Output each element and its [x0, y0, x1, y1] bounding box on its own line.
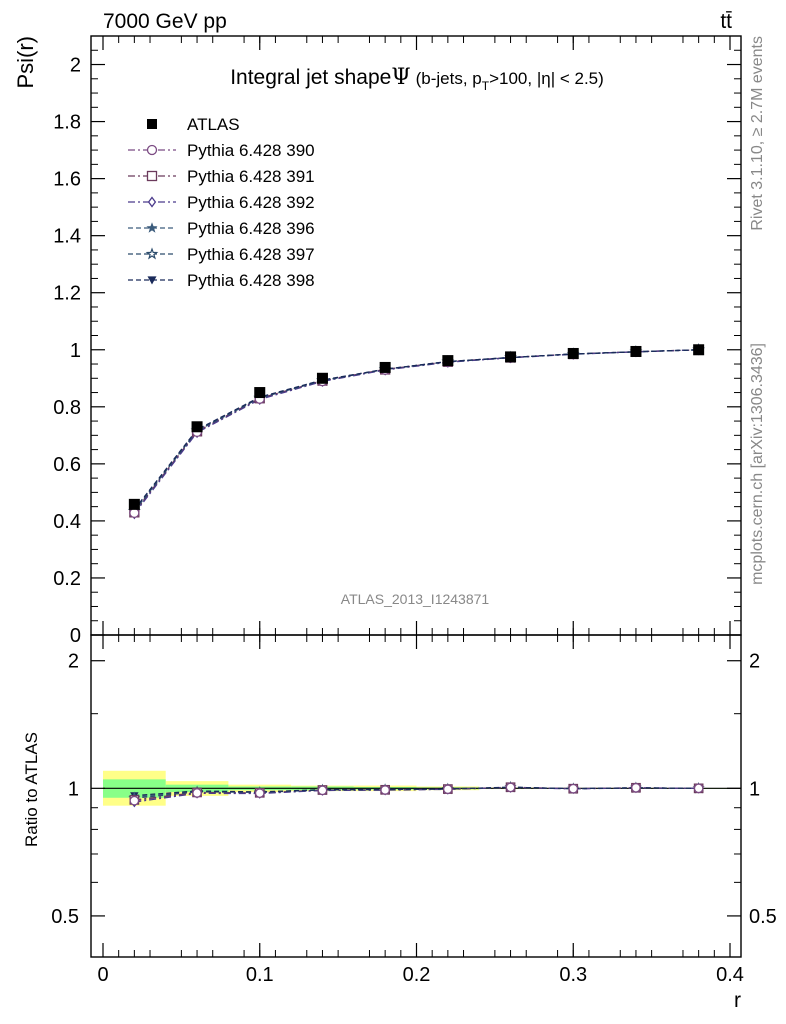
- main-series-markers: [127, 342, 706, 520]
- xtick-label-1: 0.1: [246, 964, 274, 986]
- ratio-point-s0-4: [380, 785, 390, 795]
- main-point-s0-3: [316, 372, 328, 384]
- main-point-s0-5: [442, 355, 454, 367]
- legend-label-6: Pythia 6.428 398: [187, 271, 315, 290]
- xtick-label-0: 0: [97, 964, 108, 986]
- ratio-point-s0-8: [631, 782, 641, 793]
- ratio-point-s0-9: [693, 783, 704, 794]
- legend: ATLAS Pythia 6.428 390 Pythia 6.428 391 Pyt…: [128, 115, 315, 290]
- ratio-ytick-label-right-1: 1: [749, 778, 760, 800]
- main-line-6: [133, 349, 699, 510]
- ratio-point-s0-6: [505, 782, 516, 793]
- main-ytick-label-2: 0.4: [53, 511, 81, 533]
- rivet-version-label: Rivet 3.1.10, ≥ 2.7M events: [749, 36, 766, 231]
- main-series-lines: [133, 349, 699, 515]
- legend-label-2: Pythia 6.428 391: [187, 167, 315, 186]
- legend-marker-1: [146, 144, 158, 156]
- main-line-3: [133, 349, 699, 515]
- main-ytick-label-10: 2: [70, 55, 81, 77]
- process-label: tt̄: [720, 10, 732, 33]
- ratio-series-lines: [134, 786, 699, 803]
- legend-marker-5: [145, 247, 159, 260]
- ratio-point-s0-5: [442, 784, 453, 795]
- xtick-label-2: 0.2: [403, 964, 431, 986]
- legend-marker-4: [146, 222, 158, 233]
- legend-label-3: Pythia 6.428 392: [187, 193, 315, 212]
- title-symbol: Ψ: [391, 65, 410, 90]
- ratio-point-s0-2: [254, 788, 265, 799]
- main-point-s0-8: [630, 345, 642, 357]
- ratio-ytick-label-left-0: 0.5: [51, 906, 79, 928]
- main-line-4: [133, 349, 699, 511]
- ratio-point-s0-1: [192, 788, 202, 798]
- title-main: Integral jet shape: [230, 66, 391, 89]
- legend-marker-0: [147, 119, 157, 129]
- energy-label: 7000 GeV pp: [103, 10, 227, 33]
- ratio-line-5: [134, 786, 699, 797]
- main-ytick-label-7: 1.4: [53, 226, 81, 248]
- x-axis-title: r: [734, 989, 741, 1012]
- ratio-ytick-label-right-0: 0.5: [749, 906, 777, 928]
- ratio-ytick-label-left-2: 2: [68, 651, 79, 673]
- plot-title: Integral jet shapeΨ (b-jets, pT>100, |η| …: [230, 65, 604, 93]
- title-condition-post: >100, |η| < 2.5): [489, 69, 604, 88]
- main-y-axis-title: Psi(r): [13, 36, 38, 89]
- ratio-line-2: [134, 786, 699, 803]
- ratio-point-s0-0: [129, 795, 140, 806]
- main-line-5: [133, 349, 699, 512]
- ratio-ytick-label-left-1: 1: [68, 778, 79, 800]
- main-point-s0-6: [505, 351, 517, 363]
- legend-label-4: Pythia 6.428 396: [187, 219, 315, 238]
- main-ytick-label-3: 0.6: [53, 454, 81, 476]
- legend-marker-2: [146, 170, 158, 182]
- main-ytick-label-8: 1.6: [53, 169, 81, 191]
- xtick-label-4: 0.4: [716, 964, 744, 986]
- main-point-s0-4: [379, 361, 391, 373]
- axis-ticks: 0 0.2 0.4 0.6 0.8 1 1.2 1.4 1.6 1.8 2 0 0.1 0.2 0.3 0.4…: [51, 36, 777, 986]
- legend-label-0: ATLAS: [187, 115, 240, 134]
- ratio-y-axis-title: Ratio to ATLAS: [22, 732, 41, 847]
- main-point-s0-7: [567, 347, 579, 359]
- main-ytick-label-0: 0: [70, 625, 81, 647]
- analysis-id-label: ATLAS_2013_I1243871: [341, 591, 490, 607]
- main-point-s0-2: [254, 387, 266, 399]
- mcplots-label: mcplots.cern.ch [arXiv:1306.3436]: [749, 343, 766, 585]
- main-ytick-label-6: 1.2: [53, 283, 81, 305]
- legend-marker-3: [147, 196, 157, 208]
- legend-label-1: Pythia 6.428 390: [187, 141, 315, 160]
- ratio-point-s0-7: [568, 783, 579, 794]
- main-point-s0-1: [191, 421, 203, 433]
- ratio-point-s0-3: [317, 785, 328, 796]
- main-line-2: [133, 349, 699, 513]
- title-condition-pre: (b-jets, p: [416, 69, 482, 88]
- main-ytick-label-5: 1: [70, 340, 81, 362]
- main-ytick-label-4: 0.8: [53, 397, 81, 419]
- ratio-ytick-label-right-2: 2: [749, 651, 760, 673]
- title-condition-sub: T: [482, 79, 490, 93]
- xtick-label-3: 0.3: [559, 964, 587, 986]
- ratio-plot-frame: [90, 634, 742, 958]
- main-ytick-label-9: 1.8: [53, 112, 81, 134]
- main-point-s0-0: [128, 498, 140, 510]
- legend-label-5: Pythia 6.428 397: [187, 245, 315, 264]
- ratio-series-markers: [128, 780, 705, 808]
- main-point-s0-9: [693, 344, 705, 356]
- legend-marker-6: [147, 276, 157, 285]
- main-line-1: [133, 349, 699, 514]
- main-ytick-label-1: 0.2: [53, 568, 81, 590]
